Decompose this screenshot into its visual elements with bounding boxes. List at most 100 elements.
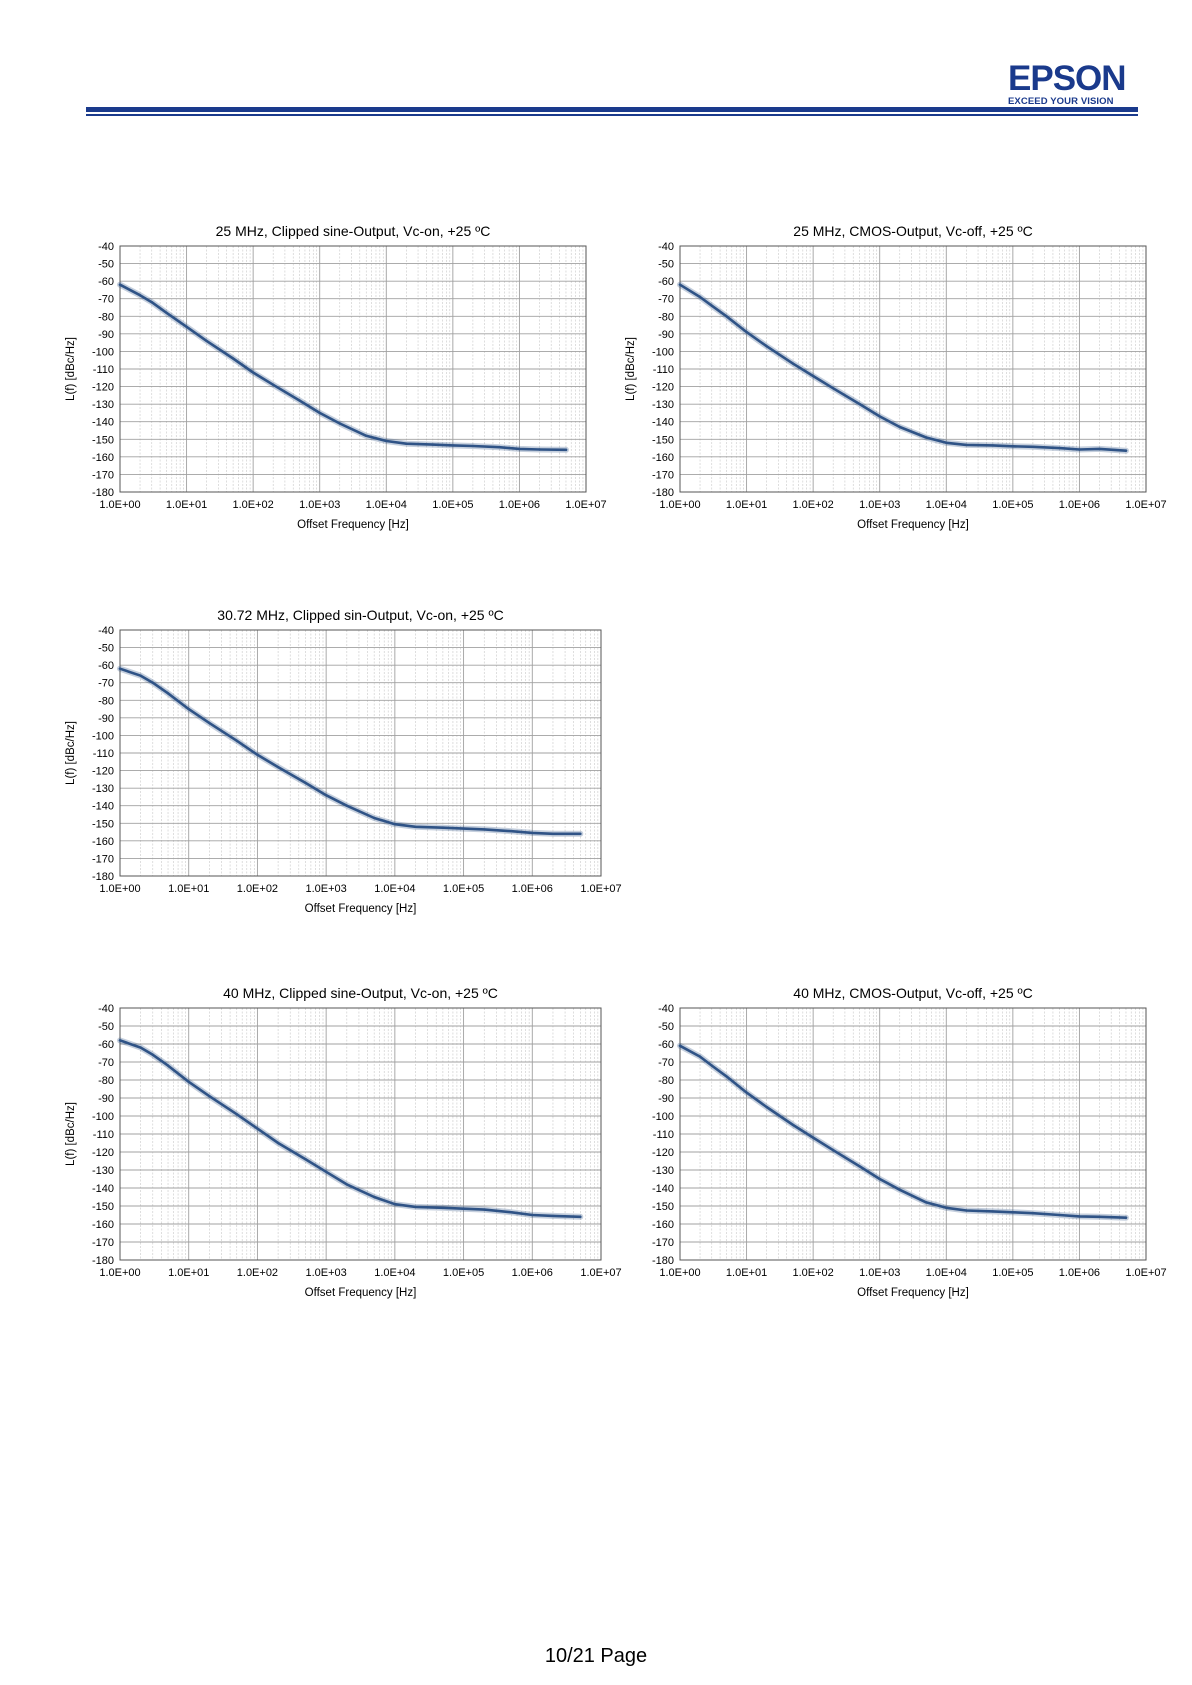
x-tick-label: 1.0E+06 [1059, 499, 1100, 511]
y-tick-label: -180 [92, 871, 114, 883]
y-tick-label: -40 [98, 625, 114, 637]
y-tick-label: -150 [92, 434, 114, 446]
data-points [678, 283, 1128, 452]
y-tick-label: -160 [92, 836, 114, 848]
y-tick-label: -180 [92, 1255, 114, 1267]
data-point [965, 1209, 968, 1212]
data-point [256, 753, 259, 756]
chart-svg: 30.72 MHz, Clipped sin-Output, Vc-on, +2… [65, 607, 622, 915]
y-tick-label: -60 [98, 276, 114, 288]
y-tick-label: -170 [92, 1237, 114, 1249]
y-tick-label: -110 [93, 748, 114, 760]
data-point [678, 283, 682, 286]
logo-tagline: EXCEED YOUR VISION [1008, 96, 1114, 107]
x-tick-label: 1.0E+02 [792, 499, 833, 511]
x-tick-label: 1.0E+07 [580, 1267, 621, 1279]
data-point [324, 794, 328, 797]
data-point [338, 422, 341, 425]
y-tick-label: -130 [652, 399, 674, 411]
y-tick-label: -80 [98, 695, 114, 707]
y-tick-label: -110 [93, 1129, 114, 1141]
x-tick-label: 1.0E+05 [443, 883, 484, 895]
data-point [878, 415, 881, 418]
y-tick-label: -70 [658, 1057, 674, 1069]
y-tick-label: -50 [98, 1021, 114, 1033]
data-point [878, 1177, 881, 1181]
x-tick-label: 1.0E+05 [992, 1267, 1033, 1279]
epson-logo: EPSON EXCEED YOUR VISION [1008, 59, 1134, 108]
data-point [991, 1210, 994, 1213]
data-point [393, 823, 397, 826]
y-tick-label: -100 [92, 1111, 114, 1123]
data-point [405, 442, 408, 445]
x-tick-label: 1.0E+00 [99, 883, 140, 895]
x-tick-label: 1.0E+01 [726, 499, 767, 511]
data-point [318, 411, 321, 415]
y-tick-label: -170 [652, 1237, 674, 1249]
data-point [151, 1053, 154, 1056]
header-rule [86, 107, 1138, 112]
data-point [811, 1136, 815, 1139]
y-tick-label: -80 [98, 1075, 114, 1087]
y-tick-label: -180 [92, 487, 114, 499]
y-tick-label: -150 [652, 1201, 674, 1213]
y-axis-label: L(f) [dBc/Hz] [625, 337, 637, 401]
plot-frame [119, 629, 602, 877]
data-point [185, 325, 188, 328]
y-tick-label: -120 [92, 382, 114, 394]
y-tick-label: -70 [98, 294, 114, 306]
chart-25mhz-clipped-sine: 25 MHz, Clipped sine-Output, Vc-on, +25 … [60, 222, 607, 552]
logo-wordmark: EPSON [1008, 59, 1127, 98]
y-tick-label: -120 [92, 1147, 114, 1159]
data-point [276, 1141, 280, 1145]
data-point [510, 830, 513, 833]
x-tick-label: 1.0E+01 [168, 1267, 209, 1279]
x-axis-label: Offset Frequency [Hz] [305, 903, 417, 915]
data-point [698, 295, 702, 299]
x-axis-label: Offset Frequency [Hz] [305, 1287, 417, 1299]
y-tick-label: -130 [652, 1165, 674, 1177]
data-point [1058, 446, 1061, 450]
data-point [256, 1127, 259, 1130]
plot-frame [119, 245, 587, 493]
data-point [579, 1215, 582, 1218]
y-tick-label: -170 [652, 469, 674, 481]
data-points [678, 1044, 1128, 1219]
y-tick-label: -40 [98, 1003, 114, 1015]
y-tick-label: -60 [98, 1039, 114, 1051]
x-tick-label: 1.0E+01 [166, 499, 207, 511]
data-point [138, 294, 142, 297]
data-point [471, 444, 475, 448]
y-tick-label: -60 [658, 276, 674, 288]
data-point [925, 1201, 928, 1204]
data-point [698, 1055, 702, 1058]
data-point [118, 667, 122, 670]
data-point [235, 739, 238, 742]
data-point [208, 721, 211, 725]
x-tick-label: 1.0E+05 [432, 499, 473, 511]
y-tick-label: -180 [652, 487, 674, 499]
data-points [118, 283, 568, 451]
data-point [551, 832, 555, 835]
data-point [858, 1165, 861, 1168]
y-tick-label: -40 [98, 241, 114, 253]
data-point [235, 1113, 238, 1116]
data-point [1058, 1213, 1061, 1217]
data-point [139, 1046, 142, 1049]
series-line [678, 1044, 1128, 1219]
data-point [1098, 1215, 1101, 1218]
data-point [745, 330, 748, 334]
data-point [1031, 445, 1035, 448]
series-line [118, 1039, 582, 1219]
data-point [118, 1039, 122, 1042]
data-point [498, 446, 501, 449]
data-point [1031, 1212, 1035, 1215]
data-point [276, 765, 280, 769]
y-tick-label: -170 [92, 469, 114, 481]
data-point [451, 444, 455, 447]
y-tick-label: -50 [98, 259, 114, 271]
data-point [1124, 449, 1128, 452]
data-point [231, 357, 235, 360]
data-point [1078, 448, 1081, 451]
y-tick-label: -50 [98, 643, 114, 655]
